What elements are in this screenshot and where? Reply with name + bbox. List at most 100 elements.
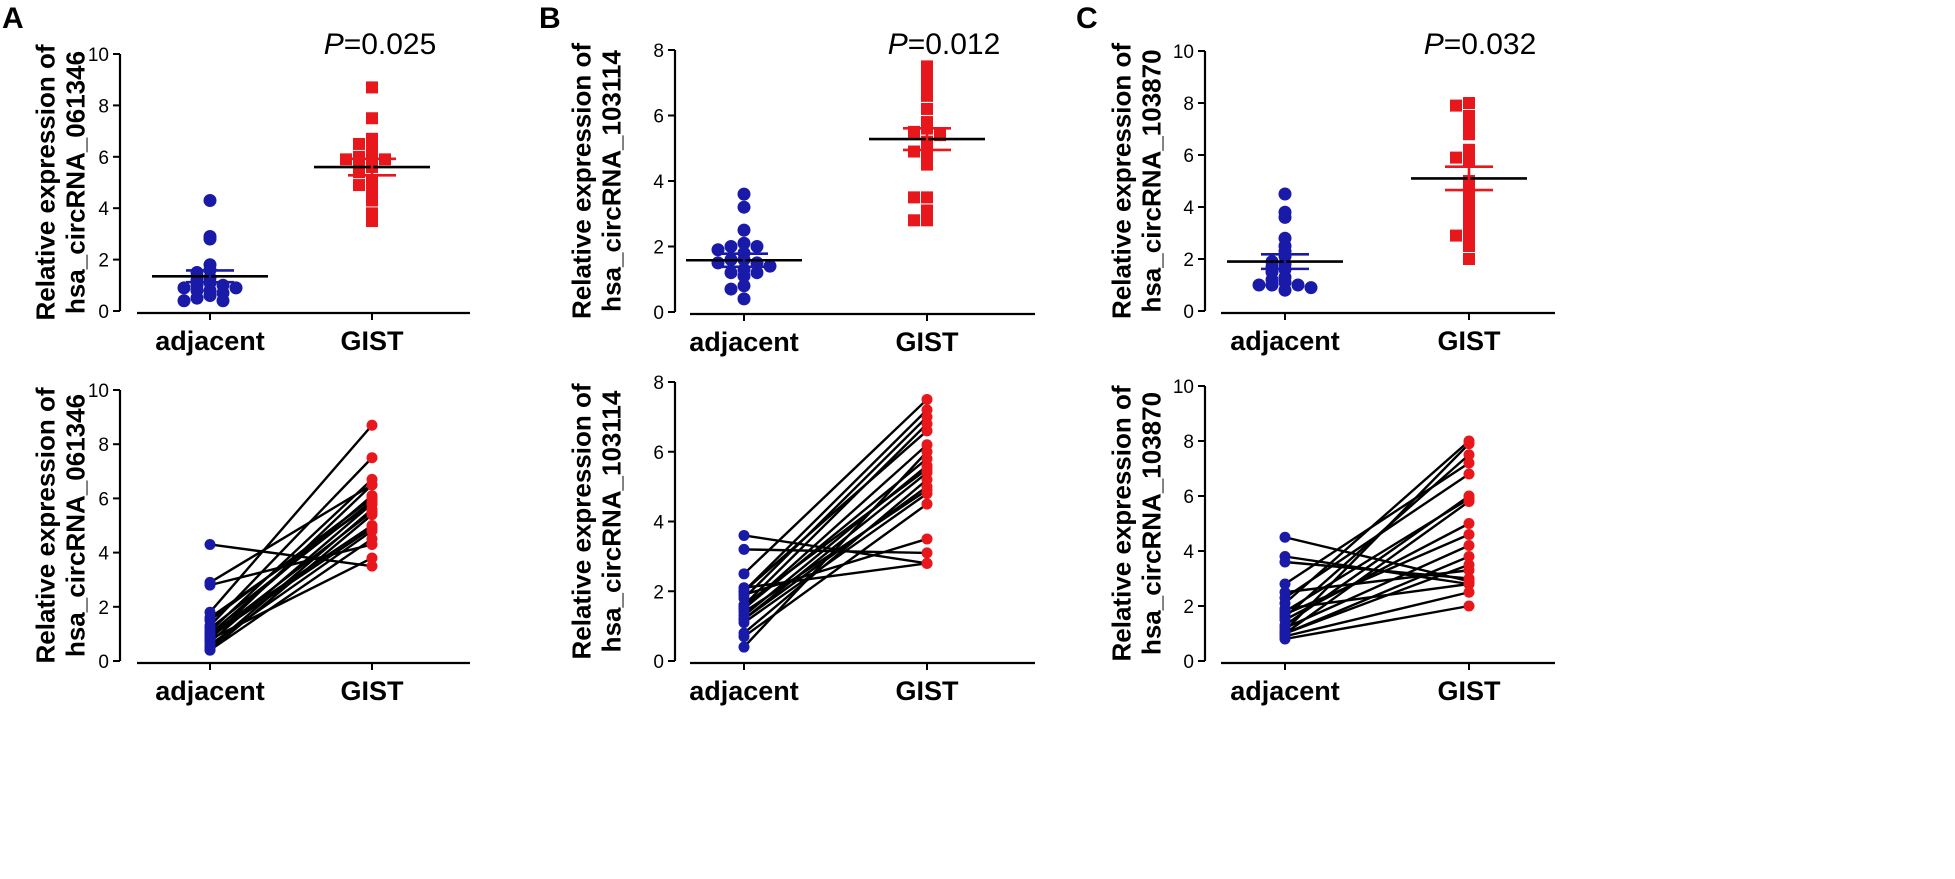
y-tick-label: 10 xyxy=(88,45,109,66)
y-tick-label: 4 xyxy=(1183,198,1194,219)
data-point-adjacent xyxy=(216,294,230,308)
y-tick-label: 4 xyxy=(98,199,109,220)
data-point-adjacent xyxy=(1279,556,1291,568)
p-value: =0.012 xyxy=(908,28,1001,61)
data-point-gist xyxy=(1463,128,1475,141)
y-tick-label: 8 xyxy=(1183,94,1194,115)
data-point-adjacent xyxy=(177,294,191,308)
paired-line xyxy=(743,443,928,610)
data-point-adjacent xyxy=(190,291,204,305)
data-point-gist xyxy=(1463,586,1475,598)
data-point-gist xyxy=(1463,240,1475,252)
data-point-adjacent xyxy=(204,538,216,550)
paired-line xyxy=(1284,500,1470,635)
data-point-adjacent xyxy=(1278,283,1292,297)
data-point-gist xyxy=(366,215,378,228)
data-point-adjacent xyxy=(724,266,738,280)
paired-line xyxy=(743,398,928,575)
y-tick-label: 2 xyxy=(98,598,109,619)
data-point-adjacent xyxy=(738,568,750,580)
data-point-adjacent xyxy=(1279,633,1291,645)
x-category-label-adjacent: adjacent xyxy=(689,327,799,357)
paired-line xyxy=(209,494,373,635)
data-point-gist xyxy=(921,557,933,569)
chart-A-paired: Relative expression ofhsa_circRNA_061346… xyxy=(30,381,470,706)
data-point-gist xyxy=(1463,496,1475,507)
paired-line xyxy=(743,471,928,621)
data-point-gist xyxy=(921,446,933,458)
y-axis-label-line1: Relative expression of xyxy=(30,387,60,663)
data-point-adjacent xyxy=(1304,281,1318,295)
y-tick-label: 8 xyxy=(653,41,664,62)
y-tick-label: 2 xyxy=(653,238,664,259)
y-tick-label: 0 xyxy=(98,302,109,323)
data-point-gist xyxy=(366,525,378,537)
data-point-adjacent xyxy=(737,236,751,250)
data-point-adjacent xyxy=(763,259,777,273)
data-point-adjacent xyxy=(1278,187,1292,201)
data-point-adjacent xyxy=(1265,278,1279,292)
y-tick-label: 8 xyxy=(98,96,109,117)
data-point-adjacent xyxy=(203,232,217,246)
data-point-gist xyxy=(1463,253,1475,265)
data-point-adjacent xyxy=(737,200,751,214)
y-tick-label: 6 xyxy=(1183,146,1194,167)
y-tick-label: 4 xyxy=(1183,542,1194,563)
data-point-gist xyxy=(366,419,378,431)
data-point-adjacent xyxy=(750,266,764,280)
y-tick-label: 4 xyxy=(653,172,664,193)
y-tick-label: 2 xyxy=(98,251,109,272)
data-point-gist xyxy=(366,112,378,125)
chart-B-paired: Relative expression ofhsa_circRNA_103114… xyxy=(566,373,1035,706)
paired-line xyxy=(1284,495,1470,627)
data-point-adjacent xyxy=(1279,578,1291,590)
data-point-gist xyxy=(1463,468,1475,480)
data-point-adjacent xyxy=(738,641,750,653)
data-point-adjacent xyxy=(738,543,750,555)
data-point-adjacent xyxy=(1279,531,1291,543)
y-axis-label-line1: Relative expression of xyxy=(566,43,596,319)
paired-line xyxy=(1284,604,1470,641)
y-axis-label: Relative expression ofhsa_circRNA_103870 xyxy=(1106,385,1166,661)
data-point-gist xyxy=(1450,99,1462,112)
data-point-gist xyxy=(1463,457,1475,469)
p-value: =0.025 xyxy=(344,28,437,61)
x-category-label-adjacent: adjacent xyxy=(155,326,265,356)
x-category-label-gist: GIST xyxy=(340,326,404,356)
y-axis-label-line2: hsa_circRNA_103870 xyxy=(1136,49,1166,312)
data-point-gist xyxy=(921,102,933,115)
data-point-adjacent xyxy=(738,529,750,541)
data-point-gist xyxy=(366,509,378,521)
data-point-gist xyxy=(921,204,933,217)
data-point-gist xyxy=(1463,219,1475,232)
paired-line xyxy=(1284,442,1470,632)
y-axis-label-line1: Relative expression of xyxy=(566,383,596,659)
x-category-label-gist: GIST xyxy=(895,327,959,357)
data-point-adjacent xyxy=(737,279,751,293)
data-point-adjacent xyxy=(737,187,751,201)
data-point-gist xyxy=(366,137,378,150)
data-point-gist xyxy=(1463,600,1475,612)
data-point-gist xyxy=(1463,540,1475,551)
data-point-gist xyxy=(921,488,933,500)
y-axis-label: Relative expression ofhsa_circRNA_103114 xyxy=(566,43,626,319)
y-tick-label: 0 xyxy=(653,652,664,673)
paired-line xyxy=(209,513,373,652)
data-point-adjacent xyxy=(737,269,751,283)
x-category-label-adjacent: adjacent xyxy=(689,676,799,706)
data-point-gist xyxy=(1463,438,1475,450)
data-point-adjacent xyxy=(204,579,216,591)
y-axis-label-line1: Relative expression of xyxy=(30,44,60,320)
y-tick-label: 0 xyxy=(1183,652,1194,673)
y-tick-label: 10 xyxy=(1173,377,1194,398)
data-point-adjacent xyxy=(750,240,764,253)
x-category-label-gist: GIST xyxy=(340,676,404,706)
data-point-gist xyxy=(366,490,378,502)
y-tick-label: 6 xyxy=(1183,487,1194,508)
data-point-adjacent xyxy=(229,281,243,295)
data-point-gist xyxy=(908,214,920,227)
data-point-adjacent xyxy=(738,631,750,643)
panel-letter-C: C xyxy=(1076,2,1098,35)
data-point-gist xyxy=(921,474,933,486)
paired-line xyxy=(1284,563,1470,635)
